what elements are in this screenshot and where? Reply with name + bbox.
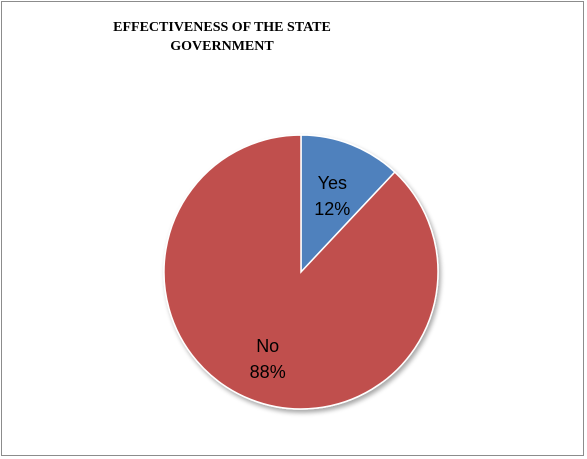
slice-label-yes: Yes (318, 173, 347, 193)
slice-label-no: No (256, 336, 279, 356)
slice-value-no: 88% (250, 362, 286, 382)
slice-value-yes: 12% (314, 199, 350, 219)
chart-title: EFFECTIVENESS OF THE STATE GOVERNMENT (113, 20, 331, 54)
pie-slice-no (163, 134, 439, 410)
pie-slice-yes (300, 134, 396, 274)
